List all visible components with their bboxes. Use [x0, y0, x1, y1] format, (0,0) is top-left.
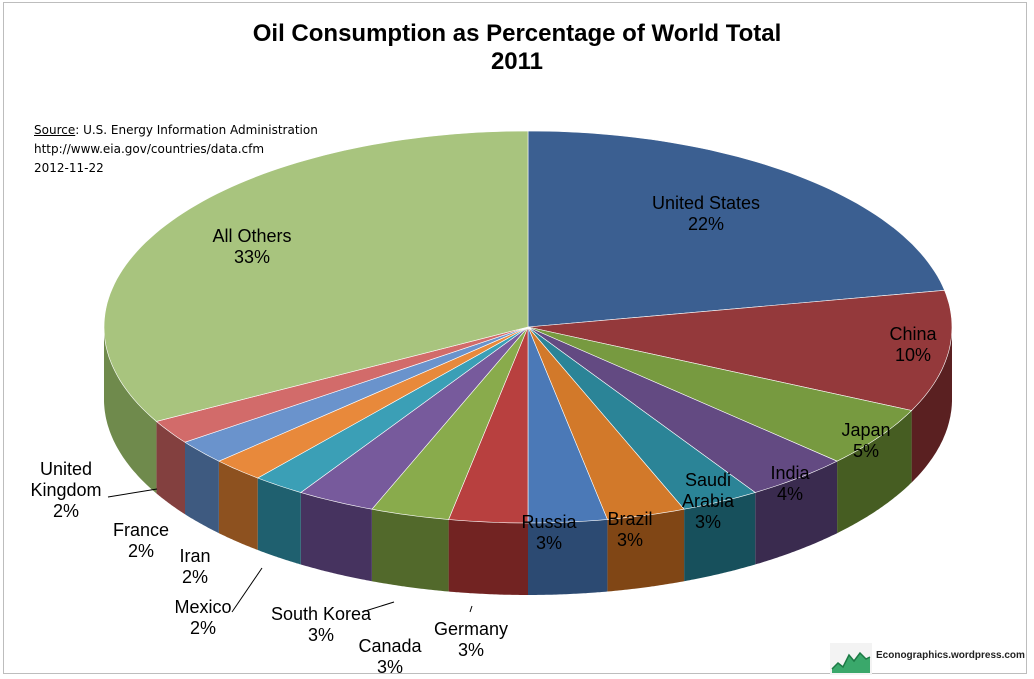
slice-label-france: France 2% — [112, 520, 170, 561]
pie-slices — [103, 130, 953, 524]
slice-brazil — [527, 326, 685, 520]
slice-label-all-others: All Others 33% — [212, 226, 292, 267]
watermark: Econographics.wordpress.com — [830, 643, 1026, 675]
leader-line-mexico — [231, 567, 263, 613]
slice-saudi-arabia — [527, 326, 756, 510]
leader-line-united-kingdom — [107, 488, 158, 498]
slice-label-china: China 10% — [889, 324, 937, 365]
slice-label-iran: Iran 2% — [179, 546, 211, 587]
slice-united-states — [527, 130, 945, 328]
source-text: : U.S. Energy Information Administration — [75, 123, 318, 137]
slice-label-india: India 4% — [770, 463, 810, 504]
slice-side-iran — [218, 461, 258, 550]
slice-label-russia: Russia 3% — [521, 512, 577, 553]
slice-side-mexico — [257, 478, 301, 565]
slice-label-saudi-arabia: Saudi Arabia 3% — [681, 470, 735, 532]
slice-side-all-others — [104, 327, 157, 494]
slice-label-brazil: Brazil 3% — [607, 509, 653, 550]
watermark-text: Econographics.wordpress.com — [876, 650, 1025, 661]
slice-side-united-kingdom — [156, 421, 185, 515]
slice-canada — [371, 326, 529, 520]
slice-india — [527, 326, 838, 493]
slice-label-germany: Germany 3% — [433, 619, 509, 660]
slice-side-france — [185, 442, 219, 534]
slice-side-south-korea — [300, 492, 372, 582]
slice-side-china — [911, 327, 952, 483]
slice-side-india — [755, 461, 838, 565]
slice-south-korea — [300, 326, 529, 510]
source-url: http://www.eia.gov/countries/data.cfm — [34, 142, 265, 156]
leader-line-south-korea — [361, 601, 395, 613]
chart-title-line2: 2011 — [490, 48, 544, 75]
watermark-logo — [830, 643, 872, 675]
slice-russia — [527, 326, 608, 524]
slice-label-mexico: Mexico 2% — [174, 597, 232, 638]
slice-label-canada: Canada 3% — [358, 636, 422, 677]
pie-sides — [104, 327, 952, 595]
chart-frame — [3, 2, 1027, 674]
slice-label-united-states: United States 22% — [651, 193, 761, 234]
slice-all-others — [103, 130, 529, 422]
slice-label-south-korea: South Korea 3% — [270, 604, 372, 645]
slice-side-russia — [528, 519, 608, 595]
leader-line-germany — [469, 605, 473, 613]
chart-title-line1: Oil Consumption as Percentage of World T… — [252, 20, 782, 47]
slice-united-kingdom — [155, 326, 529, 443]
source-date: 2012-11-22 — [34, 161, 104, 175]
slice-label-japan: Japan 5% — [841, 420, 891, 461]
slice-side-japan — [837, 410, 912, 534]
leader-lines — [107, 488, 473, 613]
chart-title: Oil Consumption as Percentage of World T… — [0, 20, 1034, 76]
slice-germany — [448, 326, 529, 524]
slice-japan — [527, 326, 913, 462]
slice-china — [527, 289, 953, 411]
slice-iran — [218, 326, 529, 479]
slice-side-canada — [371, 509, 449, 592]
slice-side-saudi-arabia — [684, 492, 756, 582]
source-note: Source: U.S. Energy Information Administ… — [34, 121, 318, 178]
slice-side-germany — [448, 519, 528, 595]
slice-mexico — [256, 326, 529, 493]
source-label: Source — [34, 123, 76, 137]
slice-france — [184, 326, 529, 462]
slice-label-united-kingdom: United Kingdom 2% — [30, 459, 102, 521]
slice-side-brazil — [607, 509, 685, 592]
